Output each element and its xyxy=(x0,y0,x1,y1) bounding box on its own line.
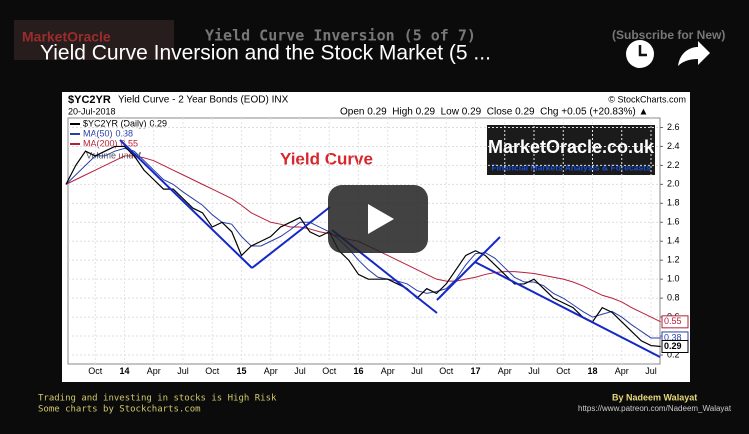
last-value-box xyxy=(661,315,689,329)
last-value-label: 0.38 xyxy=(664,332,682,342)
disclaimer: Some charts by Stockcharts.com xyxy=(38,405,201,415)
y-tick-label: 2.6 xyxy=(667,122,680,132)
legend-value: 0.29 xyxy=(150,118,168,128)
symbol: $YC2YR xyxy=(68,94,111,106)
disclaimer: Trading and investing in stocks is High … xyxy=(38,394,277,404)
x-tick-label: 14 xyxy=(119,366,129,376)
watch-later-icon[interactable] xyxy=(626,40,654,68)
channel-logo xyxy=(14,20,174,60)
y-tick-label: 1.0 xyxy=(667,274,680,284)
x-tick-label: Apr xyxy=(498,366,512,376)
x-tick-label: Apr xyxy=(147,366,161,376)
play-button[interactable] xyxy=(328,185,428,253)
x-tick-label: Oct xyxy=(205,366,220,376)
y-tick-label: 1.2 xyxy=(667,255,680,265)
x-tick-label: Jul xyxy=(528,366,540,376)
description: Yield Curve - 2 Year Bonds (EOD) INX xyxy=(118,95,289,106)
source: © StockCharts.com xyxy=(608,94,686,104)
x-tick-label: Oct xyxy=(322,366,337,376)
legend: MA(200) 0.55 MA(50) 0.38$YC2YR (Daily) 0.29 xyxy=(70,118,167,148)
y-tick-label: 0.2 xyxy=(667,349,680,359)
x-tick-label: Apr xyxy=(264,366,278,376)
x-tick-label: 18 xyxy=(587,366,597,376)
x-tick-label: Oct xyxy=(88,366,103,376)
y-tick-label: 2.4 xyxy=(667,141,680,151)
trend-lines xyxy=(119,139,661,358)
y-tick-label: 1.6 xyxy=(667,217,680,227)
y-tick-label: 2.0 xyxy=(667,179,680,189)
x-tick-label: Jul xyxy=(645,366,657,376)
last-value-box xyxy=(661,339,689,353)
annotation: Yield Curve xyxy=(280,149,373,168)
quote: Open 0.29 High 0.29 Low 0.29 Close 0.29 … xyxy=(340,107,648,118)
x-tick-label: Jul xyxy=(294,366,306,376)
series-line xyxy=(65,145,661,348)
video-title[interactable]: Yield Curve Inversion and the Stock Mark… xyxy=(40,42,491,65)
subscribe: (Subscribe for New) xyxy=(612,28,725,42)
x-tick-label: Oct xyxy=(439,366,454,376)
last-value-label: 0.55 xyxy=(664,316,682,326)
legend-value: 0.38 xyxy=(116,128,134,138)
plot: 0.20.40.60.81.01.21.41.61.82.02.22.42.6O… xyxy=(65,118,689,376)
last-value-label: 0.29 xyxy=(664,341,682,351)
x-tick-label: 16 xyxy=(353,366,363,376)
date: 20-Jul-2018 xyxy=(68,106,116,116)
logo-tagline: Financial Markets Analysis & Forecasts xyxy=(491,162,651,172)
x-tick-label: 15 xyxy=(236,366,246,376)
url: https://www.patreon.com/Nadeem_Walayat xyxy=(578,404,732,413)
x-tick-label: Apr xyxy=(381,366,395,376)
share-icon[interactable] xyxy=(678,41,710,66)
logo-box xyxy=(487,125,655,175)
legend-name: $YC2YR (Daily) xyxy=(83,118,147,128)
y-tick-label: 0.8 xyxy=(667,293,680,303)
legend-name: MA(200) xyxy=(83,138,118,148)
legend-value: 0.55 xyxy=(121,138,139,148)
logo: MarketOracle.co.uk xyxy=(488,137,655,157)
x-tick-label: 17 xyxy=(470,366,480,376)
channel-name: MarketOracle xyxy=(22,29,111,45)
series-line xyxy=(65,147,661,339)
x-tick-label: Jul xyxy=(177,366,189,376)
overlay-title: Yield Curve Inversion (5 of 7) xyxy=(205,27,476,45)
legend-name: MA(50) xyxy=(83,128,113,138)
y-tick-label: 2.2 xyxy=(667,160,680,170)
volume-label: Volume undef xyxy=(86,150,142,160)
x-tick-label: Jul xyxy=(411,366,423,376)
author: By Nadeem Walayat xyxy=(612,392,697,402)
x-tick-label: Apr xyxy=(615,366,629,376)
y-tick-label: 1.4 xyxy=(667,236,680,246)
x-tick-label: Oct xyxy=(556,366,571,376)
y-tick-label: 1.8 xyxy=(667,198,680,208)
